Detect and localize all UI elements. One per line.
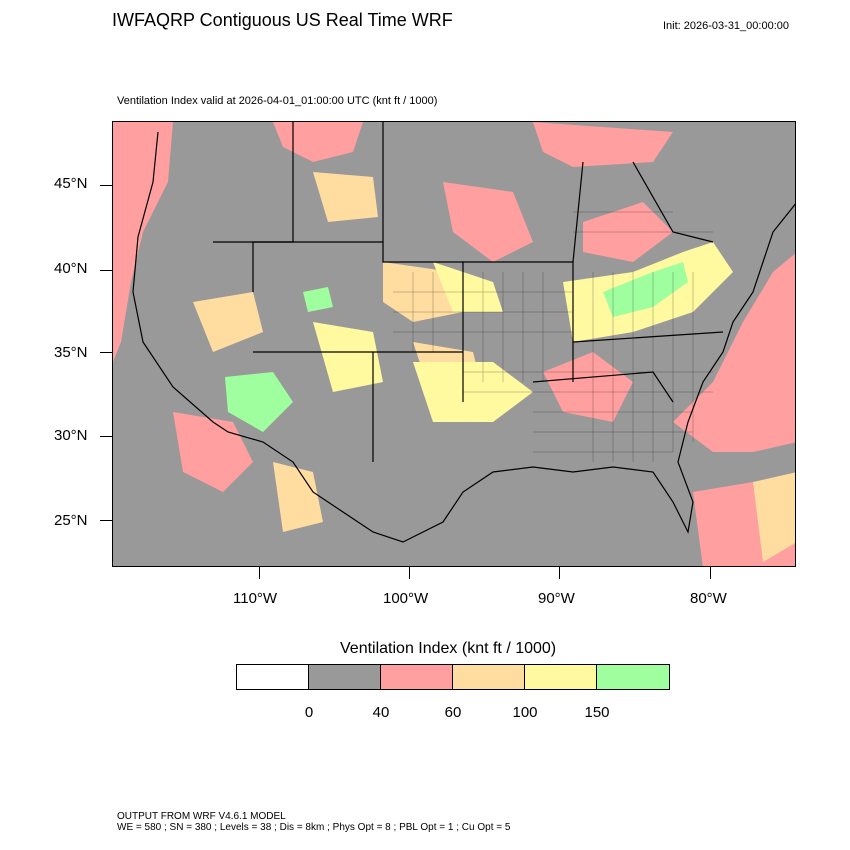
county-boundaries <box>393 211 713 462</box>
colorbar-label: 40 <box>372 704 390 721</box>
lon-label: 80°W <box>690 590 727 607</box>
lon-label: 110°W <box>233 590 278 607</box>
vi-150-plus-regions <box>225 262 688 432</box>
lon-tick <box>710 567 711 579</box>
lat-label: 30°N <box>54 427 88 444</box>
lon-tick <box>409 567 410 579</box>
colorbar-label: 150 <box>584 704 610 721</box>
colorbar-box <box>597 665 669 689</box>
lat-tick <box>100 436 112 437</box>
ventilation-map <box>113 122 795 566</box>
colorbar-label: 0 <box>304 704 314 721</box>
lon-tick <box>259 567 260 579</box>
lat-label: 35°N <box>54 344 88 361</box>
lon-tick <box>559 567 560 579</box>
lat-label: 40°N <box>54 260 88 277</box>
lat-label: 25°N <box>54 512 88 529</box>
lat-label: 45°N <box>54 175 88 192</box>
lat-tick <box>100 520 112 521</box>
model-footer-line1: OUTPUT FROM WRF V4.6.1 MODEL <box>117 811 286 822</box>
colorbar-label: 100 <box>512 704 538 721</box>
colorbar-label: 60 <box>444 704 462 721</box>
colorbar-box <box>525 665 597 689</box>
lon-label: 100°W <box>383 590 429 607</box>
colorbar-box <box>453 665 525 689</box>
colorbar-box <box>237 665 309 689</box>
model-footer-line2: WE = 580 ; SN = 380 ; Levels = 38 ; Dis … <box>117 822 511 833</box>
lat-tick <box>100 270 112 271</box>
map-panel <box>112 121 796 567</box>
lat-tick <box>100 352 112 353</box>
colorbar-box <box>381 665 453 689</box>
lon-label: 90°W <box>538 590 575 607</box>
lat-tick <box>100 185 112 186</box>
map-subtitle: Ventilation Index valid at 2026-04-01_01… <box>117 95 438 107</box>
colorbar-title: Ventilation Index (knt ft / 1000) <box>340 640 557 657</box>
chart-title: IWFAQRP Contiguous US Real Time WRF <box>112 10 453 30</box>
colorbar-box <box>309 665 381 689</box>
colorbar <box>236 664 670 690</box>
init-time: Init: 2026-03-31_00:00:00 <box>663 20 789 32</box>
